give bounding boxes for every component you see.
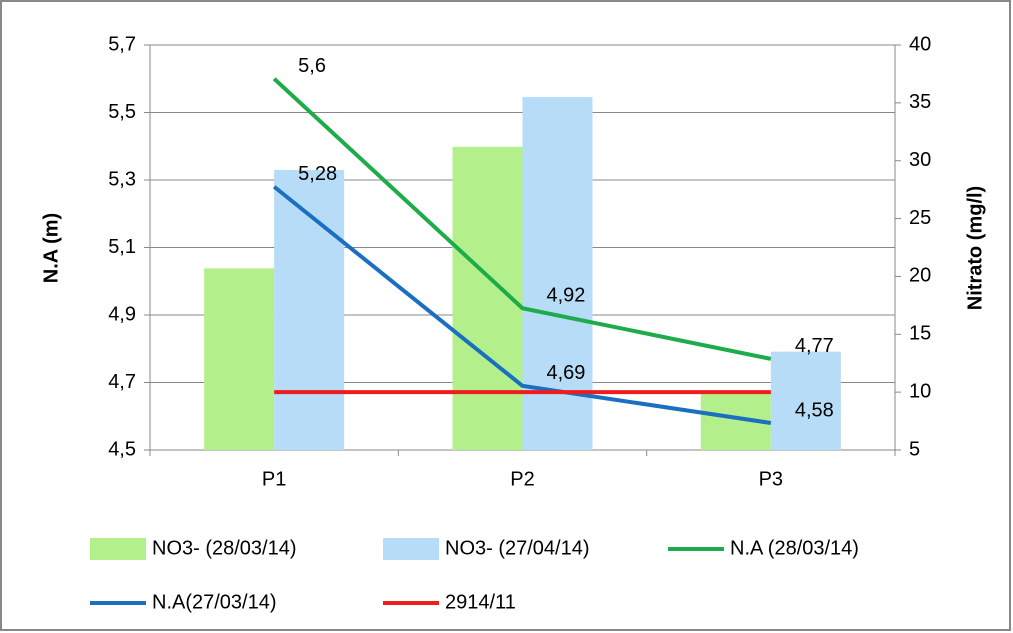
data-label: 4,77 [795,335,834,357]
x-tick-label: P1 [262,468,286,490]
bar [522,97,593,451]
y2-tick-label: 25 [909,207,931,229]
y2-tick-label: 5 [909,438,920,460]
data-label: 4,69 [547,362,586,384]
legend-swatch [90,538,146,560]
data-label: 4,58 [795,399,834,421]
bar [204,268,275,450]
y-tick-label: 4,7 [108,371,136,393]
legend-swatch [383,538,439,560]
y-tick-label: 5,7 [108,33,136,55]
bar [274,169,345,450]
data-label: 5,6 [298,55,326,77]
y2-tick-label: 15 [909,323,931,345]
legend-label: 2914/11 [445,591,516,613]
bar [770,351,841,450]
data-label: 5,28 [298,163,337,185]
y2-tick-label: 35 [909,91,931,113]
y-tick-label: 5,3 [108,168,136,190]
y-tick-label: 4,9 [108,303,136,325]
line [272,77,772,361]
y2-tick-label: 10 [909,380,931,402]
y2-tick-label: 40 [909,33,931,55]
y-axis-label: N.A (m) [40,213,62,283]
y-tick-label: 5,5 [108,101,136,123]
y-tick-label: 4,5 [108,438,136,460]
y-tick-label: 5,1 [108,236,136,258]
legend-label: NO3- (28/03/14) [152,537,297,559]
y2-tick-label: 20 [909,265,931,287]
data-label: 4,92 [547,285,586,307]
legend-label: N.A(27/03/14) [152,591,277,613]
legend-label: NO3- (27/04/14) [445,537,590,559]
x-tick-label: P3 [759,468,783,490]
y2-axis-label: Nitrato (mg/l) [964,186,986,310]
x-tick-label: P2 [510,468,534,490]
y2-tick-label: 30 [909,149,931,171]
legend-label: N.A (28/03/14) [730,537,859,559]
line [272,185,772,425]
